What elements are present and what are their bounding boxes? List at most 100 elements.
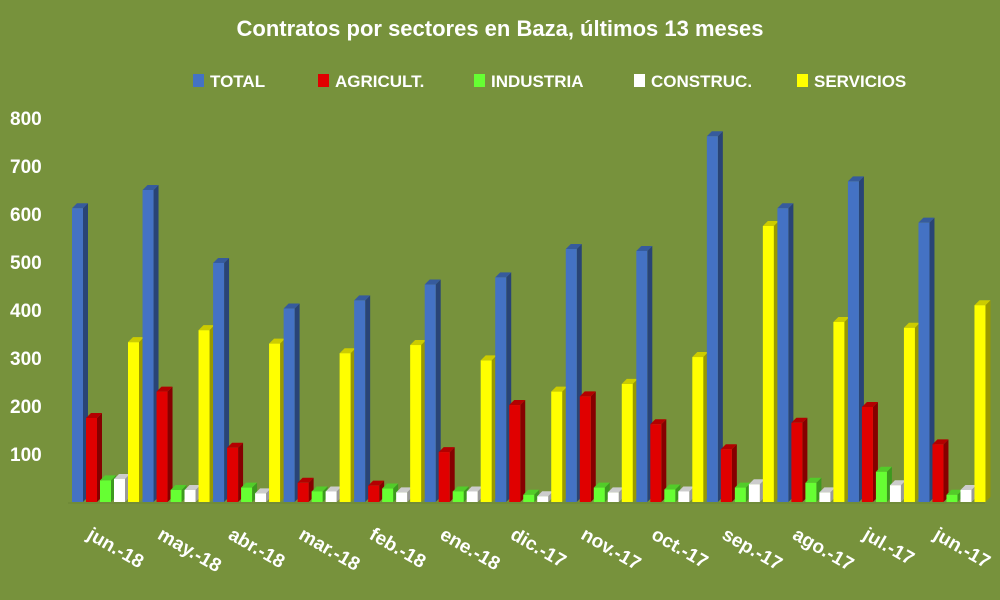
bar — [495, 272, 512, 502]
legend-item-5: SERVICIOS — [797, 72, 906, 91]
bar — [974, 300, 991, 502]
bar — [946, 489, 963, 502]
bar — [903, 322, 920, 502]
x-axis: jun.-18 may.-18 abr.-18 mar.-18 feb.-18 ene.-… — [83, 524, 994, 577]
legend-item-1: TOTAL — [193, 72, 265, 91]
bar — [452, 486, 469, 502]
legend-label: AGRICULT. — [335, 72, 424, 91]
legend-item-4: CONSTRUC. — [634, 72, 752, 91]
bar-group-ene.-18 — [424, 279, 497, 502]
legend-swatch — [634, 74, 645, 87]
bar — [170, 485, 187, 502]
legend-swatch — [318, 74, 329, 87]
bar — [678, 486, 695, 502]
bar-group-dic.-17 — [495, 272, 568, 502]
x-tick-label: dic.-17 — [507, 524, 570, 572]
bar — [791, 417, 808, 502]
bar — [918, 217, 935, 502]
x-tick-label: feb.-18 — [366, 524, 430, 573]
y-axis: 100 200 300 400 500 600 700 800 — [10, 109, 985, 504]
x-tick-label: abr.-18 — [225, 524, 289, 573]
bar — [551, 386, 568, 502]
bar — [100, 475, 116, 502]
x-tick-label: sep.-17 — [718, 524, 785, 575]
legend-label: CONSTRUC. — [651, 72, 752, 91]
bar — [509, 400, 526, 502]
x-tick-label: jun.-18 — [83, 524, 147, 573]
bar — [706, 131, 723, 503]
bar-group-jun.-18 — [72, 203, 144, 503]
legend-swatch — [474, 74, 485, 87]
bar — [636, 245, 653, 502]
bar — [396, 487, 413, 502]
bar — [537, 491, 554, 502]
bar — [184, 485, 201, 502]
y-tick-label: 600 — [10, 205, 42, 226]
bar-group-abr.-18 — [213, 257, 286, 502]
bar — [720, 444, 737, 502]
bar — [565, 244, 582, 503]
legend-label: TOTAL — [210, 72, 265, 91]
bar — [354, 295, 371, 502]
bar — [297, 477, 314, 502]
bar — [128, 337, 144, 502]
bar — [72, 203, 88, 503]
x-tick-label: ene.-18 — [436, 524, 503, 575]
bar — [382, 483, 399, 502]
bar — [424, 279, 441, 502]
legend-swatch — [193, 74, 204, 87]
bar-group-may.-18 — [142, 185, 215, 502]
bar — [198, 325, 215, 502]
bar-group-jul.-17 — [847, 176, 920, 503]
bar — [579, 391, 596, 502]
bar — [283, 303, 300, 502]
bar-group-nov.-17 — [565, 244, 638, 503]
y-tick-label: 300 — [10, 349, 42, 370]
bar — [227, 442, 244, 502]
bar — [325, 486, 342, 502]
bar — [847, 176, 864, 503]
legend-item-3: INDUSTRIA — [474, 72, 584, 91]
y-tick-label: 100 — [10, 445, 42, 466]
x-tick-label: jun.-17 — [929, 524, 993, 573]
bar — [875, 466, 892, 502]
bar-group-oct.-17 — [636, 245, 709, 502]
bar — [650, 419, 667, 502]
bar — [438, 447, 455, 502]
bar — [692, 352, 709, 502]
y-tick-label: 400 — [10, 301, 42, 322]
bar — [368, 480, 385, 502]
x-tick-label: mar.-18 — [295, 524, 363, 575]
bar — [889, 480, 906, 502]
bar — [664, 484, 681, 502]
x-tick-label: nov.-17 — [577, 524, 644, 575]
bar — [819, 487, 836, 502]
legend-item-2: AGRICULT. — [318, 72, 424, 91]
x-tick-label: may.-18 — [154, 524, 225, 577]
bars — [72, 131, 991, 503]
y-tick-label: 200 — [10, 397, 42, 418]
bar-group-sep.-17 — [706, 131, 779, 503]
bar — [748, 479, 765, 502]
bar — [466, 486, 483, 502]
bar — [410, 340, 427, 502]
bar — [241, 482, 258, 502]
bar — [932, 439, 949, 502]
chart-title: Contratos por sectores en Baza, últimos … — [237, 16, 764, 41]
bar — [114, 473, 130, 502]
bar — [480, 355, 497, 502]
bar — [861, 401, 878, 502]
bar-group-feb.-18 — [354, 295, 427, 502]
bar — [960, 485, 977, 502]
bar — [339, 348, 356, 502]
legend: TOTAL AGRICULT. INDUSTRIA CONSTRUC. SERVICIO… — [193, 72, 906, 91]
bar-group-mar.-18 — [283, 303, 356, 502]
bar — [593, 482, 610, 502]
bar — [311, 486, 328, 502]
bar — [833, 317, 850, 502]
bar — [213, 257, 230, 502]
legend-label: SERVICIOS — [814, 72, 906, 91]
bar-group-ago.-17 — [777, 203, 850, 503]
